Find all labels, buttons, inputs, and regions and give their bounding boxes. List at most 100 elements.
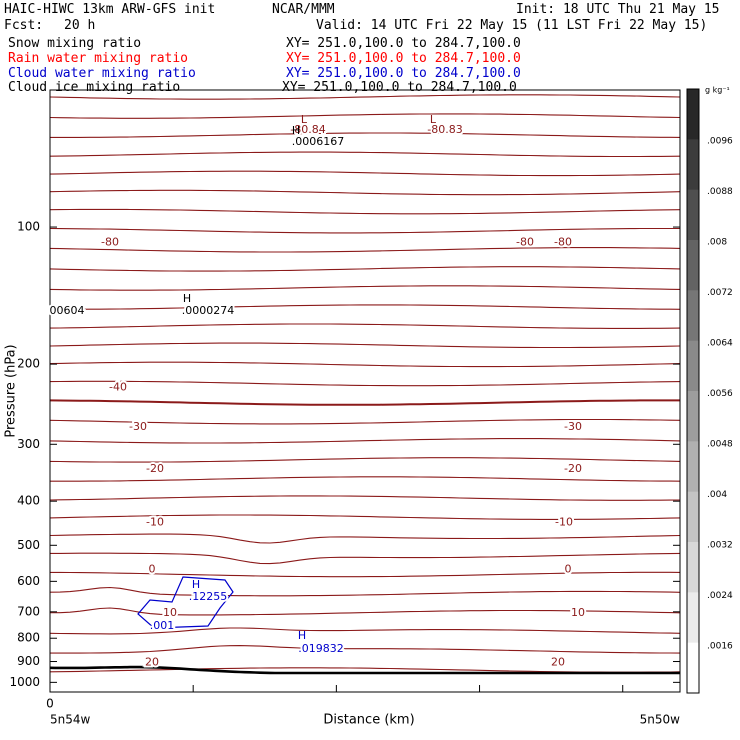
- cloud-water-contour: [137, 576, 234, 629]
- extremum-value: -80.83: [427, 123, 462, 136]
- field-cloudice-name: Cloud ice mixing ratio: [8, 80, 181, 95]
- isotherm-line: [49, 533, 681, 544]
- y-tick-label: 400: [17, 494, 40, 508]
- contour-label-20: 20: [551, 656, 565, 669]
- y-tick-label: 200: [17, 357, 40, 371]
- colorbar-tick-label: .0016: [707, 642, 733, 652]
- plot-border: [49, 89, 681, 693]
- contour-label--20: -20: [146, 462, 164, 475]
- isotherm-line: [49, 189, 681, 196]
- extremum-mark: L: [430, 113, 437, 126]
- colorbar-units: g kg⁻¹: [705, 86, 730, 95]
- x-endpoint-left: 5n54w: [50, 713, 91, 727]
- isotherm-line: [49, 361, 681, 368]
- contour-label--30: -30: [129, 420, 147, 433]
- extremum-mark: H: [192, 578, 200, 591]
- contour-labels: -80 -80 -80 -40 -30 -30 -20 -20 -10 -10 0 0 10 10 20 20…: [48, 113, 588, 671]
- extremum-value: -80.84: [290, 123, 325, 136]
- field-rain-xy: XY= 251.0,100.0 to 284.7,100.0: [286, 51, 521, 66]
- y-tick-label: 600: [17, 574, 40, 588]
- isotherm-line: [49, 342, 681, 349]
- field-cloudwater-name: Cloud water mixing ratio: [8, 66, 196, 81]
- extremum-mark: H: [292, 124, 300, 137]
- isotherm-line: [49, 323, 681, 329]
- colorbar-swatch: [687, 89, 699, 140]
- colorbar-border: [686, 88, 700, 694]
- contour-label-10: 10: [571, 606, 585, 619]
- isotherm-line: [49, 266, 681, 272]
- y-tick-label: 800: [17, 631, 40, 645]
- contour-label-0: 0: [149, 562, 156, 575]
- colorbar-swatch: [687, 340, 699, 392]
- cloud-water-contours: [137, 576, 234, 629]
- y-tick-label: 700: [17, 604, 40, 618]
- y-axis-title: Pressure (hPa): [4, 344, 19, 437]
- contour-label-0: 0: [565, 562, 572, 575]
- colorbar-tick-label: .0056: [707, 389, 733, 399]
- init-time: Init: 18 UTC Thu 21 May 15: [516, 2, 720, 17]
- y-tick-label: 500: [17, 538, 40, 552]
- forecast-hours: 20 h: [64, 18, 96, 33]
- isotherm-line: [49, 94, 681, 100]
- isotherm-line: [49, 627, 681, 635]
- colorbar: g kg⁻¹ .0096 .0088 .008 .0072 .0064 .0056 .0048…: [686, 86, 733, 694]
- colorbar-swatch: [687, 139, 699, 191]
- plot-frame: [49, 89, 681, 693]
- isotherm-line: [50, 304, 681, 310]
- colorbar-tick-label: .0072: [707, 288, 733, 298]
- colorbar-tick-label: .008: [707, 238, 727, 248]
- colorbar-swatch: [687, 642, 699, 694]
- x-axis-title: Distance (km): [323, 713, 414, 728]
- extremum-value: 00604: [50, 304, 85, 317]
- colorbar-tick-label: .0048: [707, 440, 733, 450]
- field-rain-name: Rain water mixing ratio: [8, 51, 189, 66]
- field-cloudice-xy: XY= 251.0,100.0 to 284.7,100.0: [282, 80, 517, 95]
- x-endpoint-right: 5n50w: [640, 713, 681, 727]
- x-tick-label: 0: [46, 697, 54, 711]
- contour-label--30: -30: [564, 420, 582, 433]
- colorbar-swatch: [687, 290, 699, 342]
- colorbar-tick-label: .004: [707, 490, 727, 500]
- extremum-mark: L: [301, 113, 308, 126]
- isotherm-line: [49, 457, 681, 463]
- isotherm-line: [49, 113, 681, 119]
- colorbar-tick-label: .0096: [707, 137, 733, 147]
- field-snow-xy: XY= 251.0,100.0 to 284.7,100.0: [286, 36, 521, 51]
- contour-label--80: -80: [516, 235, 534, 248]
- isotherm-line: [49, 399, 680, 406]
- contour-label--80: -80: [554, 235, 572, 248]
- isotherm-line: [49, 151, 681, 158]
- field-snow-name: Snow mixing ratio: [8, 36, 142, 51]
- colorbar-swatch: [687, 491, 699, 543]
- y-tick-label: 100: [17, 220, 40, 234]
- org-label: NCAR/MMM: [272, 2, 335, 17]
- colorbar-swatch: [687, 240, 699, 291]
- contour-label--20: -20: [564, 462, 582, 475]
- isotherm-line: [49, 380, 681, 387]
- isotherm-line: [49, 495, 681, 501]
- contour-label--80: -80: [101, 235, 119, 248]
- extremum-value: .001: [150, 619, 175, 632]
- field-cloudwater-xy: XY= 251.0,100.0 to 284.7,100.0: [286, 66, 521, 81]
- contour-label--40: -40: [109, 380, 127, 393]
- colorbar-swatch: [687, 189, 699, 241]
- terrain-line: [49, 665, 680, 675]
- colorbar-swatch: [687, 592, 699, 644]
- colorbar-tick-label: .0088: [707, 187, 733, 197]
- extremum-value: .019832: [298, 642, 344, 655]
- contour-label-20: 20: [145, 656, 159, 669]
- isotherm-line: [49, 227, 680, 234]
- isotherm-line: [49, 285, 681, 291]
- isotherm-line: [50, 476, 681, 482]
- isotherm-line: [49, 170, 681, 177]
- isotherm-line: [49, 208, 681, 215]
- terrain: [49, 665, 680, 675]
- extremum-mark: H: [298, 629, 306, 642]
- model-title: HAIC-HIWC 13km ARW-GFS init: [4, 2, 216, 17]
- colorbar-tick-label: .0024: [707, 591, 733, 601]
- contour-label--10: -10: [146, 515, 164, 528]
- isotherm-line: [50, 571, 681, 578]
- extremum-value: .0006167: [292, 135, 345, 148]
- colorbar-swatch: [687, 441, 699, 493]
